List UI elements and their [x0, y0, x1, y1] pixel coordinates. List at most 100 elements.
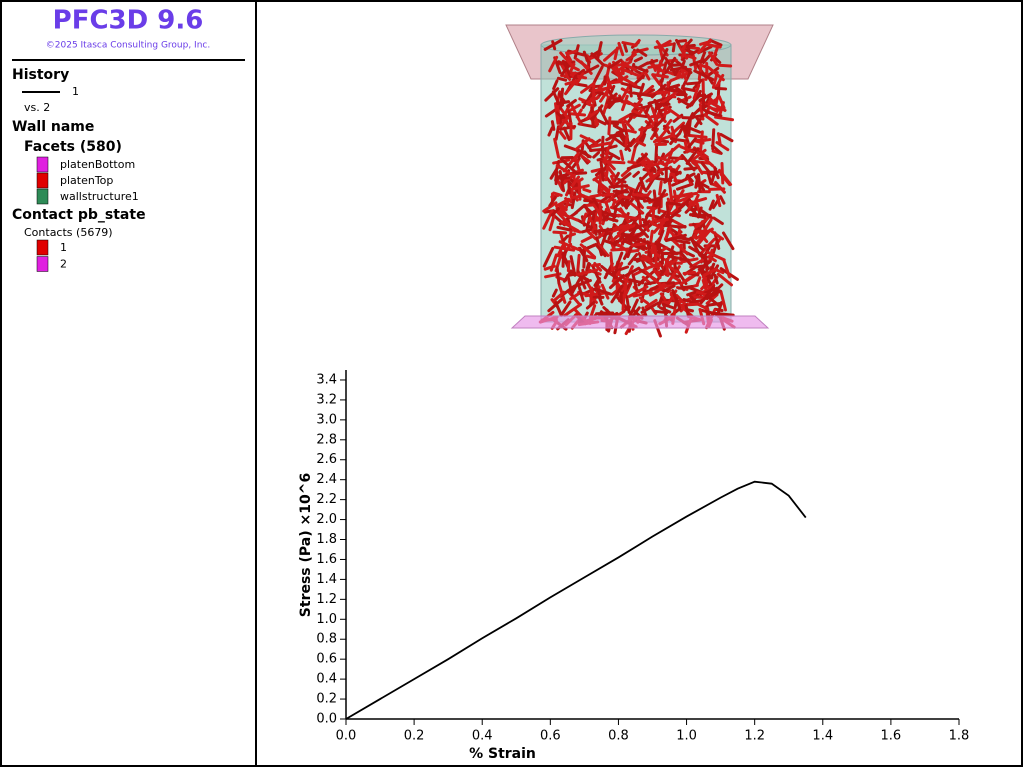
bond	[644, 101, 652, 115]
bond	[689, 236, 702, 257]
bond	[604, 200, 612, 214]
bond	[548, 213, 556, 232]
bond	[683, 140, 689, 154]
bond	[561, 234, 569, 243]
bond	[628, 222, 650, 232]
bond	[705, 289, 722, 301]
bond	[685, 147, 700, 165]
bond	[669, 169, 682, 175]
y-tick-label: 1.2	[316, 592, 337, 607]
bond	[542, 209, 554, 230]
bond	[623, 43, 629, 53]
bond	[641, 306, 648, 317]
y-tick-label: 2.2	[316, 492, 337, 507]
bond	[585, 95, 600, 104]
bond	[559, 51, 575, 68]
bond	[629, 112, 648, 119]
bond	[692, 264, 704, 269]
bond	[649, 205, 659, 213]
bond	[649, 229, 654, 246]
bond	[677, 198, 692, 211]
bond	[552, 191, 563, 197]
bond	[684, 303, 690, 317]
bond	[612, 124, 624, 132]
bond	[571, 194, 586, 199]
bond	[559, 87, 565, 110]
bond	[673, 67, 680, 77]
bond	[594, 242, 607, 258]
bond	[589, 286, 594, 307]
bond	[566, 274, 574, 297]
bond	[653, 244, 658, 267]
bond	[677, 39, 688, 43]
bond	[597, 243, 610, 257]
bond	[651, 197, 659, 208]
bond	[721, 231, 735, 251]
bond	[633, 56, 643, 63]
bond	[695, 236, 704, 245]
bond	[719, 290, 727, 312]
bond	[650, 242, 655, 254]
bond	[686, 54, 697, 60]
bond	[597, 289, 603, 300]
bond	[609, 84, 616, 94]
bond	[582, 50, 589, 63]
bond	[658, 180, 663, 196]
bond	[600, 210, 606, 220]
platen-bottom	[510, 315, 770, 329]
bond	[662, 159, 674, 167]
bond	[551, 90, 561, 106]
bond	[556, 243, 565, 258]
bond	[709, 297, 722, 308]
bond	[695, 115, 703, 126]
bond	[696, 151, 715, 168]
bond	[668, 83, 681, 90]
bond	[551, 288, 558, 298]
bond	[552, 230, 568, 235]
bond	[580, 228, 592, 234]
x-tick-label: 0.4	[472, 729, 493, 744]
bond	[559, 300, 572, 317]
bond	[599, 89, 609, 103]
bond	[705, 114, 719, 126]
bond	[626, 248, 632, 259]
bond	[616, 224, 633, 235]
bond	[548, 196, 557, 208]
bond	[575, 148, 592, 159]
bond	[551, 290, 566, 303]
bond	[592, 151, 600, 159]
bond	[617, 194, 632, 200]
bond	[589, 147, 609, 152]
bond	[692, 193, 700, 206]
bond	[555, 177, 564, 192]
bond	[600, 227, 610, 246]
bond	[671, 275, 681, 283]
legend-swatch	[36, 188, 49, 205]
legend-heading: Wall name	[12, 119, 94, 135]
bond	[649, 275, 665, 289]
bond	[656, 155, 671, 163]
bond	[544, 87, 560, 102]
bond	[644, 71, 651, 81]
bond	[577, 285, 585, 302]
bond	[585, 301, 596, 310]
bond	[620, 85, 631, 100]
bond	[664, 258, 670, 277]
bond	[596, 41, 603, 61]
bond	[610, 247, 633, 252]
bond	[677, 284, 694, 290]
bond	[590, 219, 598, 232]
bond	[627, 253, 639, 266]
bond	[681, 41, 689, 51]
bond	[623, 68, 645, 80]
y-tick-label: 3.4	[316, 372, 337, 387]
bond	[672, 239, 689, 256]
bond	[655, 126, 670, 143]
bond	[719, 132, 734, 143]
bond	[569, 112, 587, 117]
y-tick-label: 3.2	[316, 392, 337, 407]
bond	[626, 163, 642, 171]
legend-label: wallstructure1	[60, 190, 139, 203]
bond	[712, 45, 720, 60]
bond	[711, 71, 719, 89]
